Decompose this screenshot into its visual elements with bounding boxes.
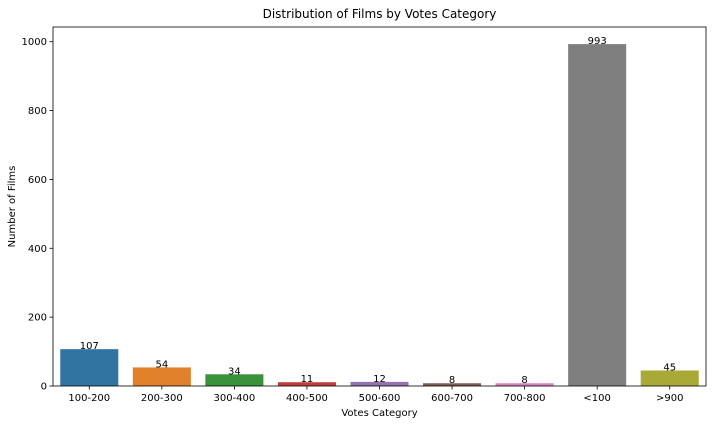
x-tick-label->900: >900 (656, 393, 683, 404)
bar-<100 (568, 44, 627, 386)
x-tick-label-700-800: 700-800 (504, 393, 546, 404)
plot-area: 107 54 34 11 12 8 8 993 45 0 200 400 600 800 1000 100… (22, 26, 707, 404)
data-label->900: 45 (663, 363, 676, 374)
bars (60, 44, 699, 386)
y-tick-label-0: 0 (41, 382, 47, 393)
bar->900 (640, 370, 699, 386)
x-tick-label-300-400: 300-400 (213, 393, 255, 404)
data-label-400-500: 11 (301, 374, 314, 385)
y-tick-label-600: 600 (28, 175, 47, 186)
y-tick-label-800: 800 (28, 106, 47, 117)
x-tick-label-600-700: 600-700 (431, 393, 473, 404)
y-tick-label-400: 400 (28, 244, 47, 255)
y-axis-label: Number of Films (7, 166, 18, 248)
y-axis: 0 200 400 600 800 1000 (22, 37, 53, 393)
chart-title: Distribution of Films by Votes Category (263, 7, 497, 21)
data-label-100-200: 107 (80, 341, 99, 352)
x-axis-label: Votes Category (341, 408, 417, 419)
bar-300-400 (205, 374, 264, 386)
data-label-500-600: 12 (373, 374, 386, 385)
data-labels: 107 54 34 11 12 8 8 993 45 (80, 36, 676, 386)
data-label-<100: 993 (588, 36, 607, 47)
x-tick-label-200-300: 200-300 (141, 393, 183, 404)
data-label-600-700: 8 (449, 375, 455, 386)
plot-frame (52, 26, 707, 387)
bar-500-600 (350, 381, 409, 386)
bar-700-800 (495, 383, 554, 386)
y-tick-label-1000: 1000 (22, 37, 47, 48)
x-tick-label-100-200: 100-200 (68, 393, 110, 404)
x-tick-label-500-600: 500-600 (359, 393, 401, 404)
bar-400-500 (277, 382, 336, 386)
x-tick-label-400-500: 400-500 (286, 393, 328, 404)
bar-100-200 (60, 349, 119, 386)
y-tick-label-200: 200 (28, 313, 47, 324)
bar-600-700 (423, 383, 482, 386)
x-tick-label-<100: <100 (583, 393, 610, 404)
data-label-300-400: 34 (228, 366, 241, 377)
bar-200-300 (132, 367, 191, 386)
data-label-700-800: 8 (521, 375, 527, 386)
data-label-200-300: 54 (155, 359, 168, 370)
x-axis: 100-200 200-300 300-400 400-500 500-600 600-7… (68, 386, 683, 404)
